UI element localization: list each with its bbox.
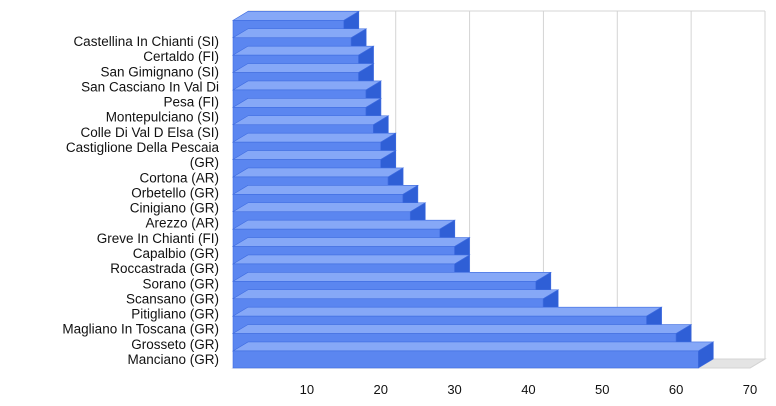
bar-top-face [231, 324, 693, 334]
bar-top-face [231, 219, 456, 230]
category-label: Greve In Chianti (FI) [97, 231, 219, 246]
bar-top-face [231, 185, 419, 195]
bar-20 [231, 341, 715, 369]
category-label: Castellina In Chianti (SI) [73, 34, 219, 49]
bar-top-face [231, 28, 368, 39]
category-label: San Gimignano (SI) [100, 64, 219, 79]
bar-top-face [231, 306, 663, 317]
category-label: Colle Di Val D Elsa (SI) [80, 125, 219, 140]
category-label: Roccastrada (GR) [110, 261, 219, 276]
x-tick-label: 40 [521, 382, 535, 397]
bar-top-face [231, 254, 471, 265]
bar-front-face [232, 350, 699, 369]
category-label: Cinigiano (GR) [130, 201, 219, 216]
floor-tick-70 [749, 358, 766, 369]
bar-top-face [231, 80, 383, 91]
category-label: Magliano In Toscana (GR) [62, 322, 219, 337]
bar-top-face [231, 115, 390, 126]
x-tick-label: 60 [669, 382, 683, 397]
category-label: Sorano (GR) [142, 276, 219, 291]
bar-top-face [231, 11, 360, 21]
bar-top-face [231, 150, 397, 160]
category-label: Arezzo (AR) [145, 216, 219, 231]
bar-top-face [231, 341, 715, 352]
x-tick-label: 70 [743, 382, 757, 397]
x-tick-label: 20 [373, 382, 387, 397]
category-label: (GR) [190, 155, 219, 170]
category-label: Manciano (GR) [127, 352, 219, 367]
bar-top-face [231, 237, 471, 247]
bar-top-face [231, 45, 375, 56]
x-tick-label: 10 [300, 382, 314, 397]
category-label: Certaldo (FI) [143, 49, 219, 64]
bar-side-face [697, 341, 714, 369]
category-label: Cortona (AR) [139, 170, 219, 185]
x-tick-label: 30 [447, 382, 461, 397]
category-label: Montepulciano (SI) [106, 110, 219, 125]
x-tick-label: 50 [595, 382, 609, 397]
bar-top-face [231, 202, 427, 213]
category-label: Pitigliano (GR) [131, 307, 219, 322]
category-label: Scansano (GR) [126, 291, 219, 306]
bar-top-face [231, 98, 383, 108]
category-label: Pesa (FI) [163, 95, 219, 110]
category-label: San Casciano In Val Di [81, 79, 219, 94]
bar-top-face [231, 167, 405, 178]
category-label: Castiglione Della Pescaia [66, 140, 220, 155]
bar-top-face [231, 132, 397, 143]
bar-top-face [231, 63, 375, 73]
bar-top-face [231, 272, 552, 282]
category-label: Orbetello (GR) [131, 185, 219, 200]
category-label: Capalbio (GR) [133, 246, 219, 261]
category-label: Grosseto (GR) [131, 337, 219, 352]
bar-top-face [231, 289, 560, 300]
